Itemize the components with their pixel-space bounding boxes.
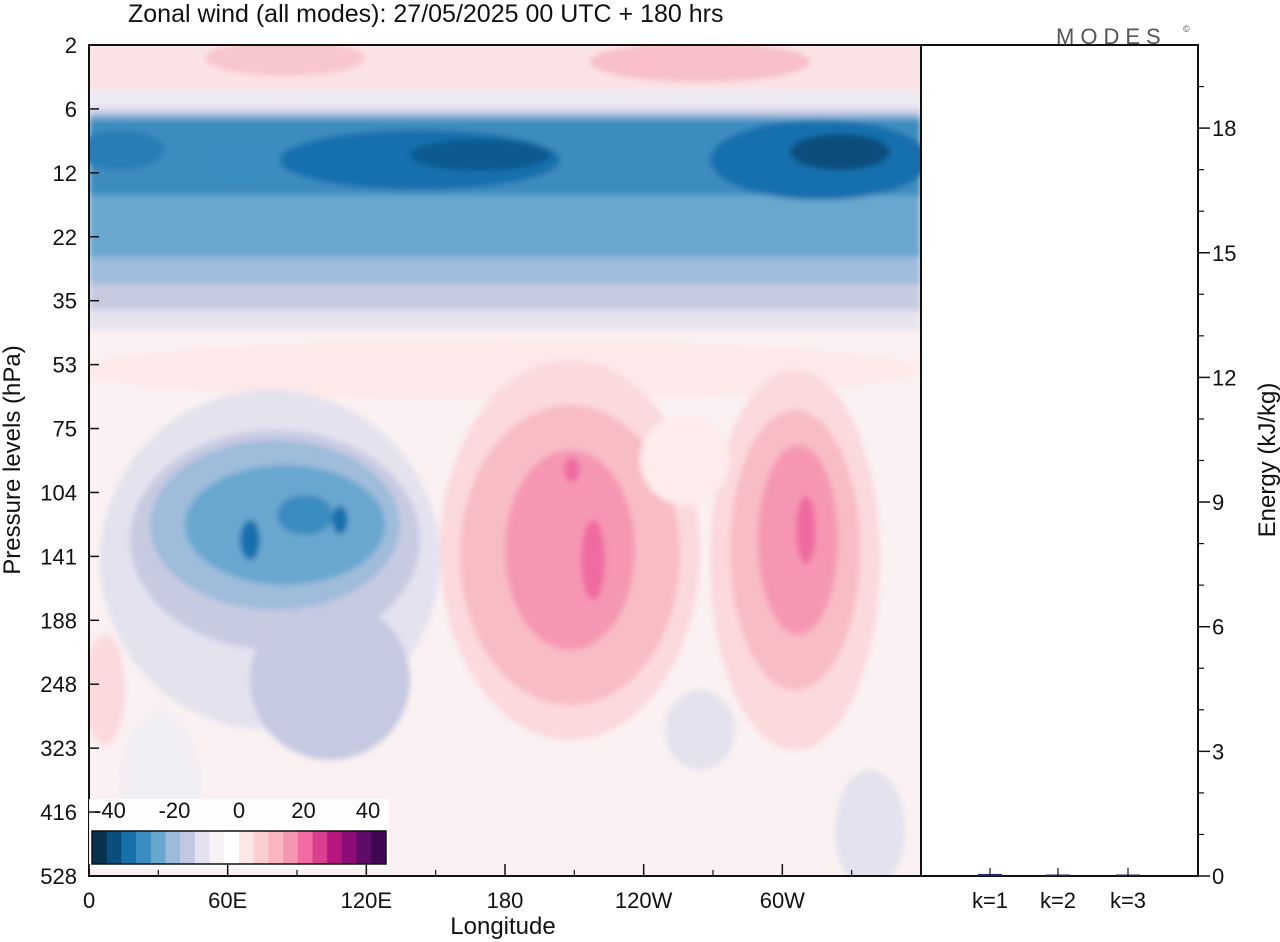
y-tick-label: 75 (53, 417, 77, 442)
neg-lobe-core-2 (277, 495, 333, 535)
y-tick-label: 53 (53, 353, 77, 378)
y-tick-label: 188 (40, 608, 77, 633)
energy-category-label: k=2 (1040, 888, 1076, 913)
colorbar-frame (91, 830, 387, 865)
colorbar-swatch (180, 831, 196, 864)
colorbar-swatch (312, 831, 328, 864)
energy-bars: k=1 k=2 k=3 (972, 868, 1146, 913)
y-tick-label: 6 (65, 97, 77, 122)
lower-strat-pink (89, 340, 920, 400)
gap-light-region (640, 415, 730, 505)
y-tick-label: 416 (40, 800, 77, 825)
x-tick-label: 120W (615, 888, 673, 913)
colorbar-swatch (239, 831, 255, 864)
neg-lobe-tail (250, 600, 410, 760)
upper-positive-blob-2 (590, 45, 810, 82)
colorbar-swatch (253, 831, 269, 864)
pos-lobe-b-core (796, 496, 816, 564)
x-tick-label: 180 (487, 888, 524, 913)
x-tick-label: 0 (83, 888, 95, 913)
x-axis-label: Longitude (450, 913, 555, 940)
energy-category-label: k=3 (1110, 888, 1146, 913)
pos-lobe-a-core-2 (564, 458, 580, 482)
colorbar-swatch (209, 831, 225, 864)
energy-tick-label: 15 (1212, 241, 1236, 266)
energy-tick-label: 6 (1212, 615, 1224, 640)
colorbar: -40 -20 0 20 40 (89, 798, 389, 869)
x-tick-label: 120E (341, 888, 392, 913)
colorbar-label: 20 (291, 798, 315, 823)
low-pos-1 (89, 635, 125, 745)
neg-lobe-core-1 (240, 520, 260, 560)
energy-tick-label: 12 (1212, 365, 1236, 390)
energy-tick-label: 9 (1212, 490, 1224, 515)
colorbar-swatch (194, 831, 211, 864)
colorbar-swatch (165, 831, 181, 864)
colorbar-swatch (150, 831, 166, 864)
colorbar-swatch (136, 831, 152, 864)
colorbar-label: 40 (356, 798, 380, 823)
colorbar-swatch (297, 831, 313, 864)
strat-core-5 (790, 134, 890, 170)
colorbar-swatch (371, 831, 387, 864)
strat-core-6 (89, 130, 165, 170)
pos-lobe-a-core (581, 520, 605, 600)
y-axis-label: Pressure levels (hPa) (0, 345, 26, 574)
colorbar-label: -20 (159, 798, 191, 823)
upper-positive-blob-1 (205, 45, 365, 76)
colorbar-swatch (283, 831, 299, 864)
colorbar-swatch (121, 831, 137, 864)
y-tick-label: 528 (40, 864, 77, 889)
energy-axis: 0 3 6 9 12 15 18 (1198, 85, 1236, 889)
colorbar-swatch (341, 831, 358, 864)
energy-tick-label: 0 (1212, 864, 1224, 889)
y-tick-label: 141 (40, 544, 77, 569)
energy-panel-frame (920, 44, 1199, 877)
low-neg-1 (665, 690, 735, 770)
y-tick-label: 323 (40, 736, 77, 761)
colorbar-swatch (268, 831, 284, 864)
y-tick-label: 248 (40, 672, 77, 697)
colorbar-label: -40 (94, 798, 126, 823)
y-tick-label: 35 (53, 289, 77, 314)
x-tick-label: 60E (208, 888, 247, 913)
colorbar-swatch (356, 831, 372, 864)
x-tick-label: 60W (760, 888, 805, 913)
colorbar-swatch (327, 831, 343, 864)
modes-logo-mark: © (1183, 24, 1190, 34)
chart-title: Zonal wind (all modes): 27/05/2025 00 UT… (128, 0, 723, 28)
strat-core-1 (190, 138, 290, 182)
longitude-axis: 0 60E 120E 180 120W 60W (83, 864, 853, 913)
contour-field (89, 45, 921, 876)
colorbar-swatch (106, 831, 122, 864)
neg-lobe-core-3 (332, 506, 348, 534)
colorbar-swatch (224, 831, 240, 864)
pos-lobe-a-2 (505, 450, 635, 650)
energy-tick-label: 18 (1212, 116, 1236, 141)
pressure-axis: 2 6 12 22 35 53 75 104 141 188 248 323 416 528 (40, 33, 99, 889)
colorbar-swatch (92, 831, 108, 864)
y-tick-label: 2 (65, 33, 77, 58)
colorbar-label: 0 (233, 798, 245, 823)
y-tick-label: 104 (40, 480, 77, 505)
low-neg-2 (835, 770, 905, 876)
energy-axis-label: Energy (kJ/kg) (1254, 383, 1280, 538)
strat-core-3 (410, 139, 550, 171)
energy-tick-label: 3 (1212, 739, 1224, 764)
y-tick-label: 12 (53, 161, 77, 186)
energy-category-label: k=1 (972, 888, 1008, 913)
y-tick-label: 22 (53, 225, 77, 250)
